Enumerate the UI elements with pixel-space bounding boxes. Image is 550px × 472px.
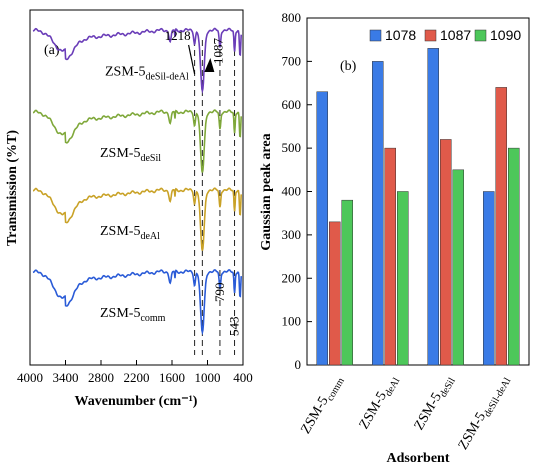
x-axis-title-a: Wavenumber (cm⁻¹): [75, 394, 198, 409]
y-tick-label: 100: [282, 314, 302, 329]
x-tick-label: 2800: [88, 370, 114, 385]
spectrum-line: [32, 27, 242, 94]
panel-a: (a) ZSM-5deSil-deAlZSM-5deSilZSM-5deAlZS…: [5, 9, 253, 409]
category-label: ZSM-5deAl: [357, 372, 403, 433]
y-tick-label: 600: [282, 97, 302, 112]
spectrum-line: [32, 109, 242, 173]
bar: [508, 147, 520, 366]
y-tick-label: 200: [282, 270, 302, 285]
bars: [316, 48, 520, 366]
x-axis-ticks: 4000 3400 2800 2200 1600 1000 400: [17, 360, 253, 385]
spectrum-series-label: ZSM-5deSil-deAl: [105, 64, 189, 82]
spectrum-line: [32, 187, 242, 251]
x-tick-label: 400: [233, 370, 253, 385]
legend-label: 1090: [490, 27, 521, 43]
panel-b-label: (b): [340, 59, 357, 74]
legend-label: 1087: [440, 27, 471, 43]
bar: [397, 191, 409, 366]
legend-swatch: [424, 29, 437, 42]
bar: [341, 199, 353, 366]
y-tick-label: 800: [282, 10, 302, 25]
legend-label: 1078: [385, 27, 416, 43]
peak-label-1218: 1218: [165, 28, 191, 43]
x-tick-label: 3400: [53, 370, 79, 385]
category-label: ZSM-5deSil: [412, 372, 458, 434]
bar: [329, 221, 341, 366]
bar: [372, 61, 384, 366]
legend-swatch: [369, 29, 382, 42]
legend: 1078 1087 1090: [369, 27, 521, 43]
x-tick-label: 1600: [159, 370, 185, 385]
y-axis-ticks: 0 100 200 300 400 500 600 700 800: [282, 10, 312, 372]
bar: [452, 169, 464, 366]
category-label: ZSM-5comm: [298, 372, 346, 438]
peak-label-1087: 1087: [210, 38, 225, 65]
spectrum-line: [32, 269, 242, 336]
category-label: ZSM-5deSil-deAl: [456, 372, 514, 454]
x-axis-title-b: Adsorbent: [386, 451, 449, 466]
y-tick-label: 300: [282, 227, 302, 242]
spectrum-series-label: ZSM-5deAl: [100, 224, 160, 242]
y-axis-title-a: Transmission (%T): [5, 130, 20, 246]
spectra-series: [32, 27, 242, 336]
bar: [495, 87, 507, 366]
y-tick-label: 500: [282, 140, 302, 155]
y-tick-label: 700: [282, 53, 302, 68]
spectrum-series-label: ZSM-5deSil: [100, 146, 161, 164]
peak-arrow: [188, 44, 196, 75]
bar: [483, 191, 495, 366]
bar: [427, 48, 439, 366]
peak-label-543: 543: [227, 317, 242, 337]
spectrum-series-label: ZSM-5comm: [100, 306, 166, 324]
y-tick-label: 400: [282, 184, 302, 199]
category-labels: ZSM-5comm ZSM-5deAlZSM-5deSilZSM-5deSil-d…: [298, 372, 514, 454]
legend-swatch: [474, 29, 487, 42]
spectra-series-labels: ZSM-5deSil-deAl ZSM-5deSil ZSM-5deAl ZSM-5c…: [100, 64, 189, 323]
peak-arrow: [204, 58, 215, 72]
bar: [384, 147, 396, 366]
y-axis-title-b: Gaussian peak area: [259, 133, 274, 250]
x-tick-label: 4000: [17, 370, 43, 385]
peak-label-790: 790: [212, 283, 227, 303]
bar: [440, 139, 452, 366]
x-tick-label: 2200: [124, 370, 150, 385]
x-tick-label: 1000: [195, 370, 221, 385]
bar: [316, 91, 328, 366]
y-tick-label: 0: [295, 357, 302, 372]
